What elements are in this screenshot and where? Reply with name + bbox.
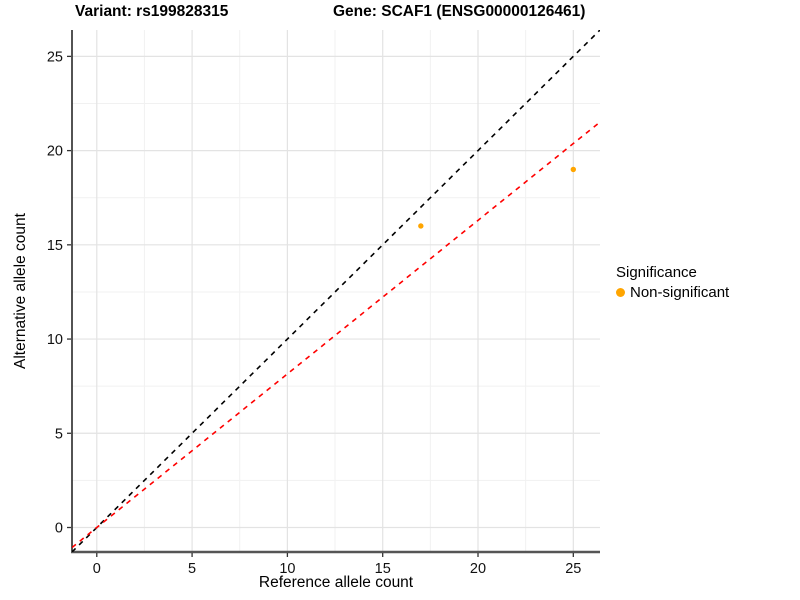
- x-tick-label: 0: [93, 561, 101, 577]
- x-tick-label: 20: [470, 561, 486, 577]
- legend-title: Significance: [616, 264, 697, 281]
- y-tick-label: 15: [47, 238, 63, 254]
- y-tick-label: 20: [47, 144, 63, 160]
- chart-title-variant: Variant: rs199828315: [75, 3, 229, 20]
- y-tick-label: 5: [55, 426, 63, 442]
- x-tick-label: 10: [279, 561, 295, 577]
- x-tick-label: 15: [375, 561, 391, 577]
- y-tick-label: 10: [47, 332, 63, 348]
- legend-item-non-significant: Non-significant: [616, 284, 729, 301]
- y-tick-label: 25: [47, 49, 63, 65]
- data-point: [570, 166, 577, 173]
- fit-line: [72, 121, 600, 549]
- identity-line: [72, 30, 600, 552]
- legend-item-label: Non-significant: [630, 284, 730, 301]
- x-tick-label: 5: [188, 561, 196, 577]
- legend: Significance Non-significant: [616, 264, 729, 301]
- x-tick-label: 25: [565, 561, 581, 577]
- x-axis-title: Reference allele count: [258, 574, 414, 591]
- legend-point-icon: [616, 288, 625, 297]
- y-tick-label: 0: [55, 521, 63, 537]
- y-axis-title: Alternative allele count: [12, 213, 29, 369]
- chart-title-gene: Gene: SCAF1 (ENSG00000126461): [333, 3, 586, 20]
- data-point: [418, 223, 424, 229]
